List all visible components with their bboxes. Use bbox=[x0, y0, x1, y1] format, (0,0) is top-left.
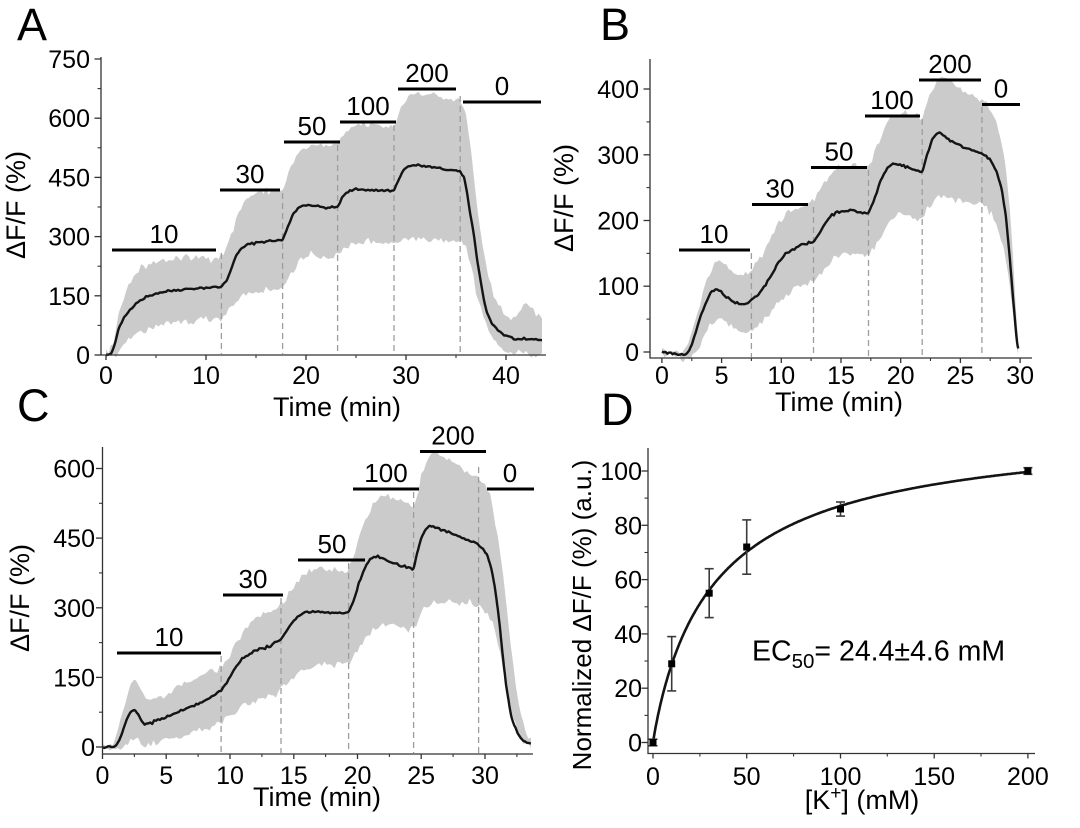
svg-text:0: 0 bbox=[495, 71, 509, 101]
svg-text:600: 600 bbox=[53, 456, 95, 484]
svg-text:[K+] (mM): [K+] (mM) bbox=[805, 783, 920, 815]
svg-text:ΔF/F (%): ΔF/F (%) bbox=[1, 151, 31, 259]
svg-text:200: 200 bbox=[405, 58, 448, 88]
svg-text:10: 10 bbox=[155, 622, 184, 652]
svg-text:300: 300 bbox=[53, 595, 95, 623]
svg-text:10: 10 bbox=[767, 362, 795, 390]
svg-text:60: 60 bbox=[614, 567, 642, 595]
svg-text:30: 30 bbox=[239, 564, 268, 594]
svg-text:450: 450 bbox=[48, 164, 90, 192]
svg-text:ΔF/F (%): ΔF/F (%) bbox=[5, 544, 35, 652]
svg-text:0: 0 bbox=[99, 362, 113, 390]
svg-text:Time (min): Time (min) bbox=[775, 387, 903, 417]
svg-text:100: 100 bbox=[600, 458, 642, 486]
svg-text:30: 30 bbox=[236, 159, 265, 189]
svg-text:20: 20 bbox=[292, 362, 320, 390]
svg-text:50: 50 bbox=[825, 137, 854, 167]
svg-text:100: 100 bbox=[597, 273, 639, 301]
svg-text:150: 150 bbox=[48, 283, 90, 311]
svg-text:A: A bbox=[17, 0, 47, 50]
svg-text:15: 15 bbox=[827, 362, 855, 390]
svg-text:0: 0 bbox=[503, 458, 517, 488]
svg-text:100: 100 bbox=[364, 458, 407, 488]
svg-text:Time (min): Time (min) bbox=[273, 392, 401, 422]
svg-text:10: 10 bbox=[150, 219, 179, 249]
svg-text:10: 10 bbox=[192, 362, 220, 390]
svg-text:ΔF/F (%): ΔF/F (%) bbox=[549, 144, 579, 252]
svg-text:100: 100 bbox=[820, 763, 862, 791]
svg-text:100: 100 bbox=[346, 91, 389, 121]
svg-text:600: 600 bbox=[48, 105, 90, 133]
svg-text:10: 10 bbox=[700, 219, 729, 249]
svg-text:100: 100 bbox=[870, 85, 913, 115]
svg-text:0: 0 bbox=[628, 730, 642, 758]
svg-text:0: 0 bbox=[994, 74, 1008, 104]
svg-text:80: 80 bbox=[614, 512, 642, 540]
svg-text:15: 15 bbox=[280, 762, 308, 790]
svg-text:25: 25 bbox=[407, 762, 435, 790]
svg-text:EC50= 24.4±4.6 mM: EC50= 24.4±4.6 mM bbox=[752, 636, 1005, 674]
svg-text:0: 0 bbox=[625, 339, 639, 367]
svg-text:30: 30 bbox=[471, 762, 499, 790]
svg-text:30: 30 bbox=[392, 362, 420, 390]
svg-text:20: 20 bbox=[344, 762, 372, 790]
svg-text:5: 5 bbox=[715, 362, 729, 390]
svg-text:30: 30 bbox=[1006, 362, 1034, 390]
svg-text:50: 50 bbox=[298, 111, 327, 141]
svg-text:25: 25 bbox=[946, 362, 974, 390]
svg-text:10: 10 bbox=[216, 762, 244, 790]
svg-text:750: 750 bbox=[48, 46, 90, 74]
svg-text:D: D bbox=[601, 384, 634, 435]
svg-text:400: 400 bbox=[597, 76, 639, 104]
svg-text:200: 200 bbox=[431, 421, 474, 451]
svg-text:0: 0 bbox=[646, 763, 660, 791]
svg-text:200: 200 bbox=[928, 49, 971, 79]
svg-text:Normalized ΔF/F (%) (a.u.): Normalized ΔF/F (%) (a.u.) bbox=[567, 460, 597, 771]
svg-text:50: 50 bbox=[318, 529, 347, 559]
svg-text:50: 50 bbox=[733, 763, 761, 791]
svg-text:300: 300 bbox=[597, 142, 639, 170]
svg-text:0: 0 bbox=[655, 362, 669, 390]
svg-text:40: 40 bbox=[614, 621, 642, 649]
svg-text:150: 150 bbox=[53, 664, 95, 692]
svg-text:30: 30 bbox=[766, 174, 795, 204]
svg-text:5: 5 bbox=[159, 762, 173, 790]
svg-text:0: 0 bbox=[81, 734, 95, 762]
svg-text:40: 40 bbox=[492, 362, 520, 390]
svg-text:0: 0 bbox=[76, 342, 90, 370]
svg-text:0: 0 bbox=[96, 762, 110, 790]
svg-text:20: 20 bbox=[887, 362, 915, 390]
svg-text:300: 300 bbox=[48, 224, 90, 252]
svg-text:150: 150 bbox=[913, 763, 955, 791]
svg-text:B: B bbox=[600, 0, 630, 50]
svg-text:200: 200 bbox=[1007, 763, 1049, 791]
svg-text:Time (min): Time (min) bbox=[253, 782, 381, 812]
svg-text:450: 450 bbox=[53, 525, 95, 553]
svg-text:200: 200 bbox=[597, 208, 639, 236]
svg-text:20: 20 bbox=[614, 675, 642, 703]
svg-text:C: C bbox=[17, 380, 50, 431]
